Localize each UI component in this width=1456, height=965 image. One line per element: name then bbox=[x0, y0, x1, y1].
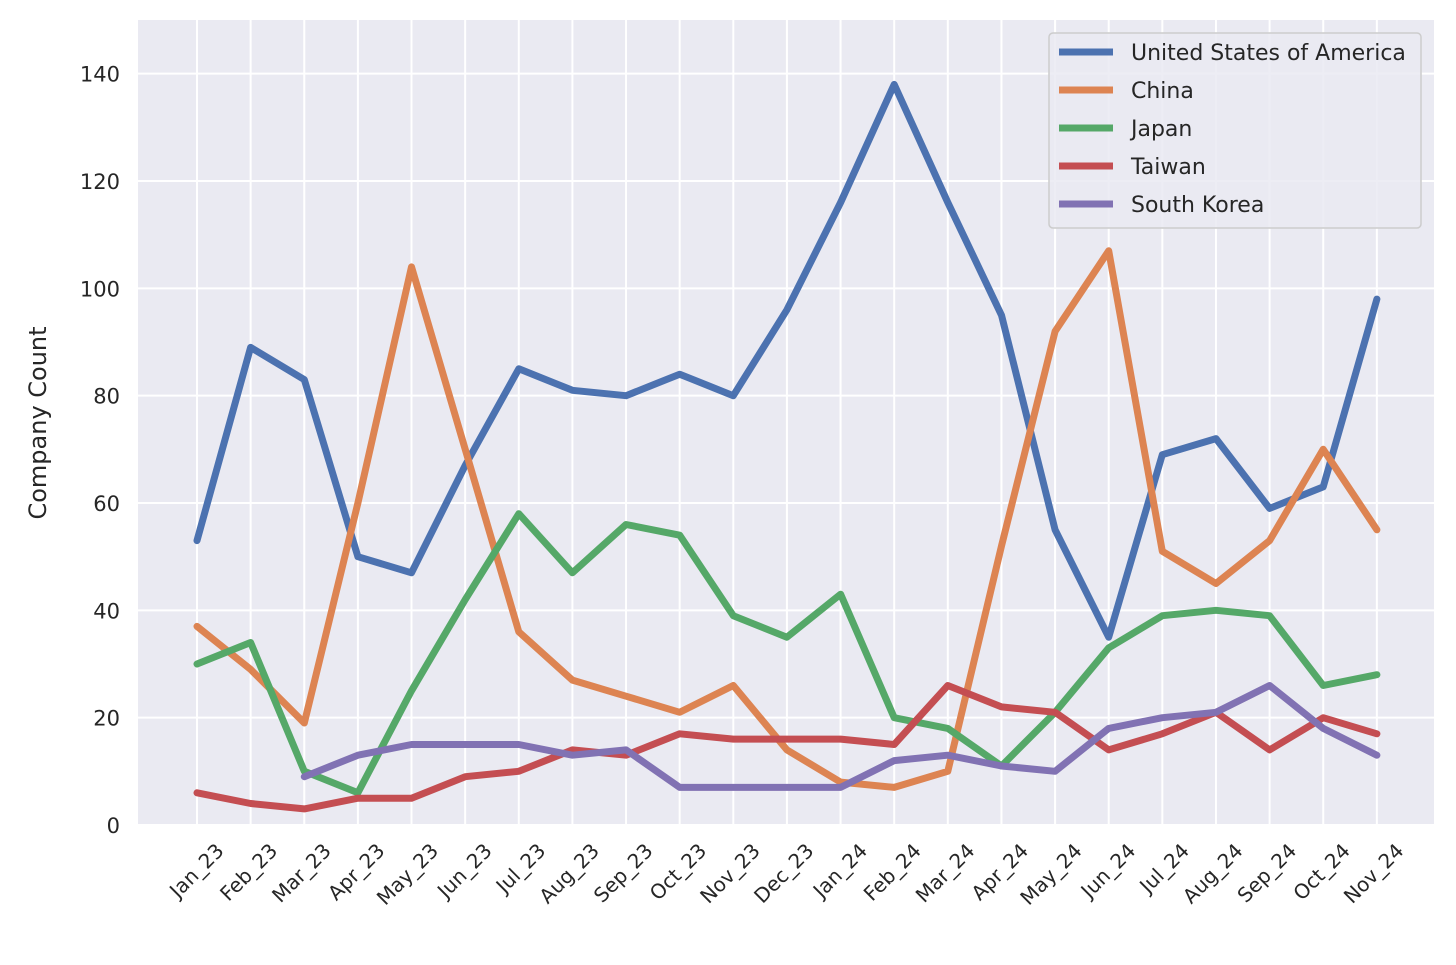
x-tick-label: Jan_23 bbox=[163, 839, 228, 904]
y-axis-ticks: 0 20 40 60 80 100 120 140 bbox=[80, 63, 120, 838]
y-tick-label: 60 bbox=[93, 492, 120, 516]
series-line-4 bbox=[300, 682, 1381, 791]
y-axis-label: Company Count bbox=[24, 326, 52, 519]
grid-lines bbox=[138, 20, 1434, 826]
y-tick-label: 20 bbox=[93, 707, 120, 731]
legend: United States of America China Japan Taiwan… bbox=[1048, 32, 1422, 229]
x-tick-label: Jan_24 bbox=[807, 839, 872, 904]
y-tick-label: 120 bbox=[80, 170, 120, 194]
x-tick-label: Sep_24 bbox=[1232, 839, 1301, 908]
x-tick-label: Nov_24 bbox=[1339, 839, 1409, 909]
x-tick-label: Aug_23 bbox=[534, 839, 604, 909]
legend-box bbox=[1048, 32, 1422, 229]
data-series bbox=[193, 80, 1381, 813]
x-tick-label: Mar_23 bbox=[267, 839, 336, 908]
y-tick-label: 100 bbox=[80, 277, 120, 301]
series-line-3 bbox=[193, 682, 1381, 813]
legend-label: Taiwan bbox=[1130, 155, 1206, 180]
legend-label: China bbox=[1131, 79, 1194, 104]
y-tick-label: 0 bbox=[107, 814, 120, 838]
x-tick-label: Jun_24 bbox=[1075, 839, 1141, 905]
legend-label: United States of America bbox=[1131, 41, 1406, 66]
x-tick-label: Nov_23 bbox=[695, 839, 765, 909]
series-line-1 bbox=[193, 247, 1381, 791]
series-line-2 bbox=[193, 510, 1381, 797]
x-tick-label: Aug_24 bbox=[1178, 839, 1248, 909]
legend-label: Japan bbox=[1129, 117, 1192, 142]
x-tick-label: Jun_23 bbox=[431, 839, 497, 905]
y-tick-label: 140 bbox=[80, 63, 120, 87]
series-line-0 bbox=[193, 80, 1381, 641]
y-tick-label: 80 bbox=[93, 385, 120, 409]
legend-label: South Korea bbox=[1131, 193, 1264, 218]
x-axis-ticks: Jan_23Feb_23Mar_23Apr_23May_23Jun_23Jul_… bbox=[163, 839, 1408, 910]
x-tick-label: Dec_23 bbox=[749, 839, 818, 908]
y-tick-label: 40 bbox=[93, 599, 120, 623]
x-tick-label: Sep_23 bbox=[589, 839, 658, 908]
x-tick-label: Mar_24 bbox=[911, 839, 980, 908]
